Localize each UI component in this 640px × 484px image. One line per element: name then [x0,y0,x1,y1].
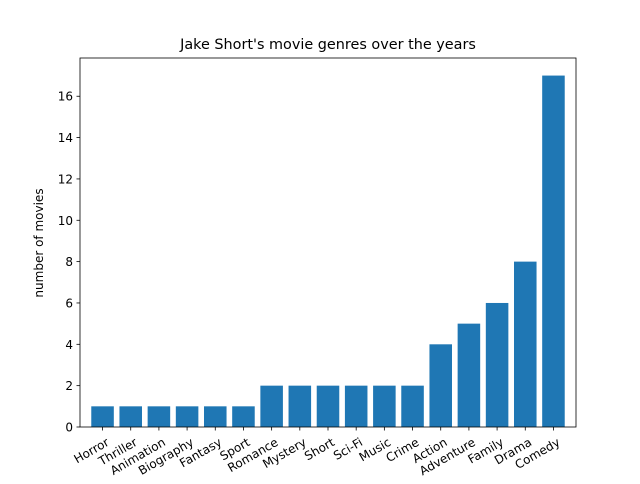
y-tick-label: 16 [58,90,73,104]
bar-adventure [457,323,481,427]
y-tick-label: 4 [65,338,73,352]
bars-group [91,75,565,428]
y-axis-ticks: 0 2 4 6 8 10 12 14 16 [58,90,80,435]
y-tick-label: 8 [65,255,73,269]
y-tick-label: 12 [58,172,73,186]
bar-sci-fi [344,385,368,427]
bar-music [373,385,396,427]
y-axis-label: number of movies [32,188,46,297]
bar-sport [232,406,255,427]
plot-frame [79,57,577,428]
bar-romance [260,385,283,427]
y-tick-label: 0 [65,421,73,435]
bar-thriller [119,406,142,427]
bar-short [316,385,340,427]
bar-comedy [542,75,565,428]
bar-family [485,302,509,427]
bar-biography [175,406,199,427]
y-tick-label: 6 [65,296,73,310]
bar-crime [401,385,424,427]
bar-animation [147,406,171,427]
chart-title: Jake Short's movie genres over the years [179,37,476,53]
y-tick-label: 14 [58,131,73,145]
y-tick-label: 10 [58,214,73,228]
bar-action [429,344,452,427]
bar-fantasy [204,406,227,427]
y-tick-label: 2 [65,379,73,393]
bar-horror [91,406,114,427]
bar-mystery [288,385,312,427]
bar-drama [514,261,537,427]
x-axis-ticks: HorrorThrillerAnimationBiographyFantasyS… [71,427,562,478]
